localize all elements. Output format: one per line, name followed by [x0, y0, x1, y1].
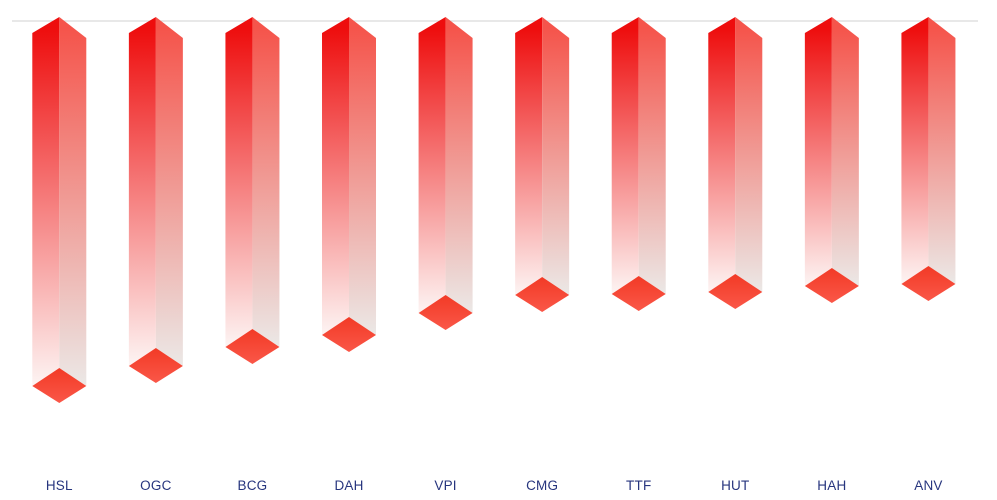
bar-bottom-diamond	[708, 274, 763, 309]
bar-right-face	[735, 17, 763, 292]
bar-column-cmg[interactable]	[515, 17, 570, 312]
bar-left-face	[708, 17, 736, 292]
bar-column-hah[interactable]	[804, 17, 859, 303]
bar-right-face	[831, 17, 859, 286]
category-label-dah: DAH	[334, 478, 364, 493]
bar-column-hsl[interactable]	[32, 17, 87, 403]
category-label-hsl: HSL	[45, 478, 73, 493]
bar-column-anv[interactable]	[901, 17, 956, 301]
bar-right-face	[59, 17, 87, 386]
bar-bottom-diamond	[322, 317, 377, 352]
bar-right-face	[155, 17, 183, 366]
category-label-vpi: VPI	[434, 478, 457, 493]
bar-left-face	[322, 17, 350, 335]
bar-bottom-diamond	[515, 277, 570, 312]
bar-bottom-diamond	[32, 368, 87, 403]
bar-right-face	[928, 17, 956, 284]
bar-left-face	[128, 17, 156, 366]
bar-bottom-diamond	[225, 329, 280, 364]
bar-column-hut[interactable]	[708, 17, 763, 309]
bar-column-vpi[interactable]	[418, 17, 473, 330]
bar-column-bcg[interactable]	[225, 17, 280, 364]
category-label-hut: HUT	[721, 478, 750, 493]
bar-left-face	[418, 17, 446, 313]
bar-left-face	[225, 17, 253, 347]
bar-bottom-diamond	[804, 268, 859, 303]
category-label-hah: HAH	[817, 478, 847, 493]
bar-right-face	[445, 17, 473, 313]
bar-bottom-diamond	[418, 295, 473, 330]
bar-left-face	[901, 17, 929, 284]
category-label-bcg: BCG	[237, 478, 268, 493]
bar-left-face	[804, 17, 832, 286]
bar-right-face	[638, 17, 666, 294]
bar-right-face	[542, 17, 570, 295]
bar-bottom-diamond	[901, 266, 956, 301]
bar-left-face	[515, 17, 543, 295]
category-label-anv: ANV	[914, 478, 943, 493]
bar-left-face	[32, 17, 60, 386]
bar-bottom-diamond	[611, 276, 666, 311]
category-label-ogc: OGC	[140, 478, 172, 493]
bar-right-face	[252, 17, 280, 347]
bar-column-ogc[interactable]	[128, 17, 183, 383]
bar-left-face	[611, 17, 639, 294]
bar-column-ttf[interactable]	[611, 17, 666, 311]
bar-right-face	[349, 17, 377, 335]
bar-bottom-diamond	[128, 348, 183, 383]
bar-column-dah[interactable]	[322, 17, 377, 352]
category-label-cmg: CMG	[526, 478, 559, 493]
category-label-ttf: TTF	[626, 478, 652, 493]
